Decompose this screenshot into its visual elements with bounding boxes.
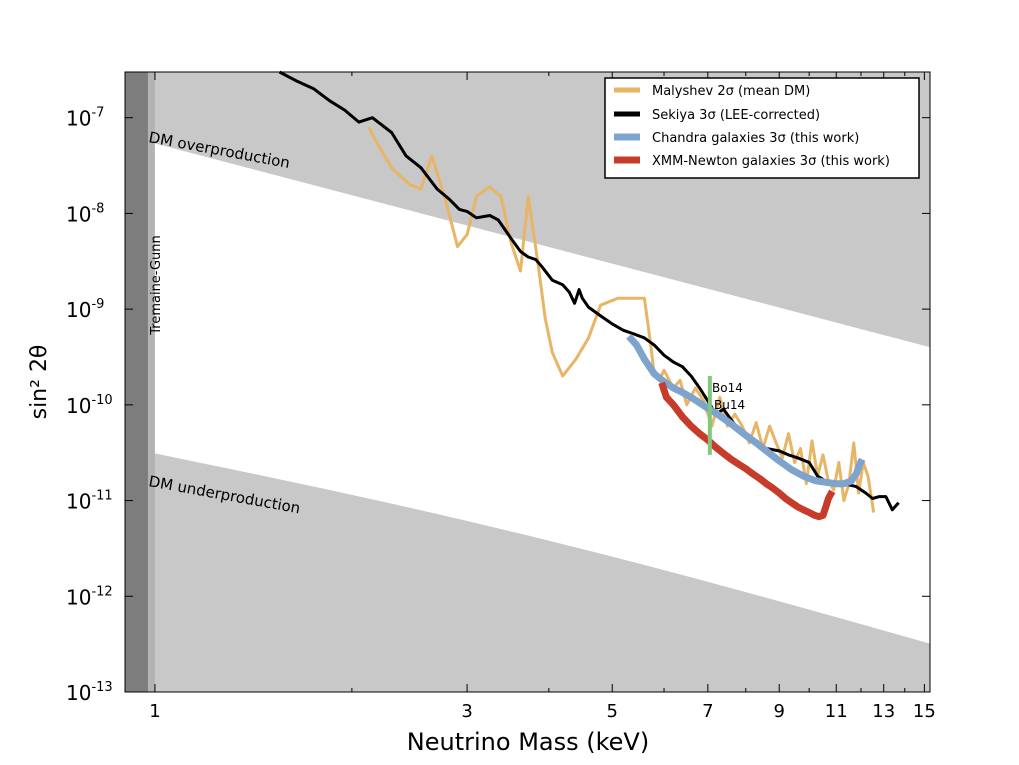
y-axis-label: sin² 2θ	[27, 345, 52, 420]
x-tick-label: 13	[872, 701, 895, 722]
legend-label-xmm: XMM-Newton galaxies 3σ (this work)	[652, 154, 890, 169]
legend: Malyshev 2σ (mean DM) Sekiya 3σ (LEE-cor…	[604, 77, 920, 179]
marker-label-bu14: Bu14	[714, 398, 745, 412]
region-label-tremaine-gunn: Tremaine-Gunn	[149, 235, 164, 336]
x-tick-label: 3	[461, 701, 472, 722]
plot-frame	[124, 71, 931, 693]
legend-box	[604, 77, 920, 179]
legend-label-sekiya: Sekiya 3σ (LEE-corrected)	[652, 108, 820, 123]
series-line-xmm-newton-galaxies-3-this-work	[658, 381, 836, 521]
series-line-sekiya-3-lee-corrected	[278, 70, 900, 512]
y-tick-label: 10-13	[66, 680, 113, 705]
y-tick-label: 10-12	[66, 584, 113, 609]
y-tick-label: 10-8	[66, 201, 104, 226]
y-tick-label: 10-9	[66, 297, 104, 322]
x-tick-label: 9	[774, 701, 785, 722]
region-dm-underproduction	[125, 447, 930, 692]
marker-label-bo14: Bo14	[712, 381, 743, 395]
x-tick-label: 5	[606, 701, 617, 722]
x-axis-ticks: 1 3 5 7 9 11 13 15	[149, 72, 936, 722]
series-line-chandra-galaxies-3-this-work	[626, 333, 866, 488]
plot-series	[278, 70, 900, 521]
x-tick-label: 11	[825, 701, 848, 722]
legend-label-malyshev: Malyshev 2σ (mean DM)	[652, 84, 810, 99]
y-tick-label: 10-11	[66, 489, 113, 514]
legend-label-chandra: Chandra galaxies 3σ (this work)	[652, 131, 859, 146]
y-tick-label: 10-7	[66, 106, 104, 131]
y-tick-label: 10-10	[66, 393, 113, 418]
x-tick-label: 7	[702, 701, 713, 722]
y-axis-ticks: 10-13 10-12 10-11 10-10 10-9 10-8 10-7	[66, 106, 930, 705]
x-axis-label: Neutrino Mass (keV)	[407, 728, 649, 756]
x-tick-label: 15	[913, 701, 936, 722]
series-line-malyshev-2-mean-dm	[367, 126, 876, 513]
x-tick-label: 1	[149, 701, 160, 722]
region-tremaine-gunn-dark	[125, 72, 148, 692]
